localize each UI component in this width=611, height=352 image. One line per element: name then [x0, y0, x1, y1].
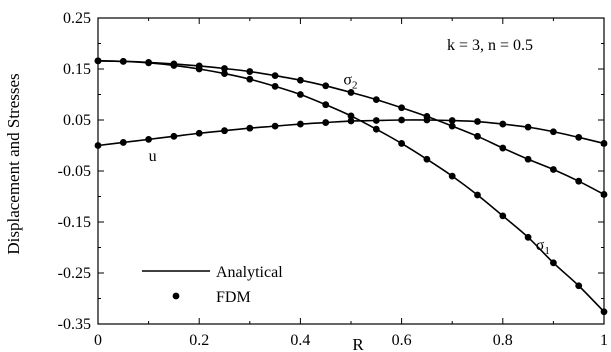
curve-sigma1 [97, 60, 605, 313]
legend-label-fdm: FDM [216, 289, 251, 306]
y-tick-label: -0.25 [58, 265, 91, 282]
x-tick-label: 0 [94, 332, 102, 349]
fdm-point-sigma2 [398, 104, 405, 112]
fdm-point-sigma1 [246, 75, 254, 83]
fdm-point-u [575, 133, 583, 141]
fdm-point-sigma2 [575, 177, 583, 185]
fdm-point-sigma1 [423, 155, 431, 163]
fdm-point-u [347, 117, 355, 125]
legend-label-analytical: Analytical [216, 264, 283, 281]
y-tick-label: -0.35 [58, 316, 91, 333]
fdm-point-u [246, 124, 254, 132]
fdm-point-u [372, 117, 380, 124]
fdm-point-sigma1 [170, 62, 178, 69]
y-axis-title: Displacement and Stresses [4, 73, 23, 254]
series-label-sigma2: σ2 [343, 71, 357, 91]
series-label-u: u [149, 148, 157, 165]
tick-labels: 0 0.2 0.4 0.6 0.8 1 0.25 0.15 0.05 -0.05 -0.15 -0.2… [58, 10, 608, 349]
fdm-point-sigma1 [575, 282, 583, 290]
fdm-point-u [448, 117, 456, 124]
x-tick-label: 1 [600, 332, 608, 349]
fdm-point-u [499, 120, 507, 128]
fdm-point-sigma1 [119, 57, 127, 65]
fdm-point-sigma1 [448, 172, 456, 180]
fdm-point-u [322, 119, 330, 126]
fdm-point-sigma2 [524, 155, 532, 163]
fdm-point-u [271, 122, 279, 130]
fdm-point-sigma2 [246, 68, 254, 75]
fdm-point-u [297, 120, 304, 128]
fdm-point-sigma1 [297, 91, 304, 98]
fdm-point-sigma2 [347, 89, 355, 96]
fdm-point-sigma1 [322, 101, 330, 109]
fdm-point-sigma1 [221, 70, 228, 77]
fdm-point-sigma2 [499, 144, 507, 152]
fdm-point-sigma2 [297, 76, 304, 84]
fdm-point-u [195, 129, 203, 137]
fdm-point-sigma2 [372, 96, 380, 103]
fdm-point-sigma1 [347, 112, 355, 120]
x-tick-label: 0.4 [290, 332, 310, 349]
fdm-point-u [524, 123, 532, 131]
y-tick-label: -0.05 [58, 163, 91, 180]
series-label-subscript: 1 [544, 245, 550, 257]
fdm-point-u [145, 135, 153, 143]
x-tick-label: 0.8 [493, 332, 513, 349]
fdm-point-sigma1 [474, 191, 481, 199]
fdm-point-sigma2 [423, 113, 431, 120]
fdm-point-sigma1 [372, 125, 380, 133]
fdm-point-sigma2 [550, 166, 557, 173]
fdm-point-sigma2 [448, 122, 456, 130]
y-tick-label: 0.25 [63, 10, 91, 27]
fdm-point-sigma1 [271, 82, 279, 90]
series-labels: u σ2 σ1 [149, 71, 550, 257]
fdm-point-u [550, 128, 557, 136]
fdm-markers [94, 57, 608, 316]
fdm-point-sigma1 [398, 140, 405, 147]
fdm-point-sigma1 [499, 212, 507, 220]
x-axis-title: R [352, 335, 364, 352]
fdm-point-sigma1 [195, 65, 203, 73]
fdm-point-sigma2 [322, 82, 330, 90]
fdm-point-u [119, 139, 127, 146]
axis-ticks [97, 17, 605, 325]
analytical-curves [97, 60, 605, 313]
legend: Analytical FDM [142, 264, 283, 306]
x-tick-label: 0.2 [189, 332, 209, 349]
y-tick-label: -0.15 [58, 214, 91, 231]
y-tick-label: 0.15 [63, 61, 91, 78]
fdm-point-u [398, 116, 405, 124]
legend-marker-sample [172, 292, 180, 300]
series-label-sigma1: σ1 [536, 237, 550, 257]
x-tick-label: 0.6 [392, 332, 412, 349]
fdm-point-sigma2 [271, 72, 279, 80]
fdm-point-u [221, 127, 228, 135]
fdm-point-sigma2 [474, 132, 481, 140]
y-tick-label: 0.05 [63, 112, 91, 129]
series-label-subscript: 2 [352, 79, 358, 91]
fdm-point-sigma1 [145, 59, 153, 67]
fdm-point-sigma2 [221, 65, 228, 72]
fdm-point-u [474, 118, 481, 125]
fdm-point-u [170, 132, 178, 140]
fdm-point-sigma1 [550, 259, 557, 267]
params-annotation: k = 3, n = 0.5 [447, 37, 533, 54]
fdm-point-sigma1 [524, 233, 532, 241]
